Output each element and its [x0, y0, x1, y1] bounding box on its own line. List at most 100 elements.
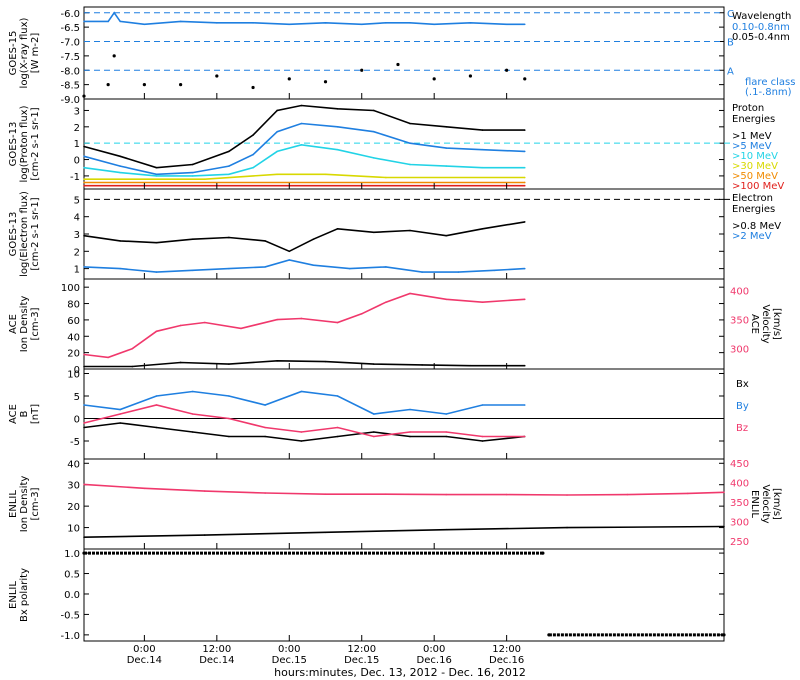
data-point	[409, 22, 411, 24]
y-tick-label: -0.5	[60, 610, 80, 621]
data-point	[203, 321, 206, 324]
data-point	[131, 365, 134, 368]
y-tick-label: 10	[67, 524, 80, 535]
panel-ace-mag: 10 5 0 -5 ACE B [nT] Bx By Bz	[8, 368, 749, 460]
legend-entry: >10 MeV	[732, 151, 778, 162]
data-point	[113, 11, 115, 14]
series-By	[83, 390, 526, 415]
series--100-MeV	[83, 184, 526, 187]
data-point	[373, 413, 375, 415]
series-line	[83, 104, 525, 169]
y-axis-label: [cm-3]	[30, 487, 41, 520]
x-tick-time: 0:00	[278, 644, 300, 655]
data-point	[324, 360, 327, 363]
data-point	[240, 327, 242, 330]
data-point	[336, 228, 339, 230]
data-point	[523, 176, 526, 179]
right-tick-label: 300	[730, 518, 749, 529]
y-tick-label: 0	[74, 365, 80, 376]
data-point	[373, 431, 375, 433]
data-point	[523, 435, 526, 438]
data-point	[324, 22, 327, 24]
data-point	[252, 153, 254, 156]
data-point	[445, 435, 448, 438]
data-point	[300, 104, 303, 107]
series-0-05-0-4nm	[82, 54, 527, 98]
y-tick-label: 3	[74, 106, 80, 117]
data-point	[385, 22, 387, 24]
y-tick-label: 0	[74, 156, 80, 167]
data-point	[83, 184, 85, 187]
data-point	[83, 234, 85, 237]
data-point	[264, 266, 266, 268]
data-point	[288, 259, 291, 261]
y-axis-label: GOES-13	[8, 212, 19, 257]
data-point	[300, 144, 303, 146]
x-axis-title: hours:minutes, Dec. 13, 2012 - Dec. 16, …	[274, 666, 526, 679]
legend: Bx By Bz	[736, 379, 749, 434]
data-point	[300, 440, 303, 442]
data-point	[457, 271, 460, 273]
legend-entry: >50 MeV	[732, 171, 778, 182]
data-point	[155, 166, 158, 169]
series-line	[83, 483, 725, 496]
legend-note: (.1-.8nm)	[745, 87, 792, 98]
series-line	[83, 404, 525, 438]
x-tick-date: Dec.14	[127, 655, 162, 666]
right-tick-label: 300	[730, 345, 749, 356]
data-point	[191, 238, 194, 240]
data-point	[409, 163, 411, 166]
data-point	[264, 404, 266, 406]
data-point	[566, 494, 568, 496]
data-point	[83, 266, 85, 268]
y-axis-label: [nT]	[30, 404, 41, 424]
y-tick-label: -8.5	[60, 81, 80, 92]
series-line	[83, 292, 525, 359]
data-point	[155, 173, 158, 176]
y-tick-label: 20	[67, 349, 80, 360]
data-point	[469, 22, 472, 24]
legend-entry: Bx	[736, 379, 749, 390]
data-point	[373, 157, 375, 159]
data-point	[324, 531, 327, 534]
data-point	[312, 238, 315, 240]
legend-entry: >30 MeV	[732, 161, 778, 172]
data-point	[119, 240, 122, 242]
right-tick-label: 350	[730, 498, 749, 509]
data-point	[191, 413, 194, 415]
data-point	[324, 493, 327, 496]
data-point	[445, 413, 448, 415]
y-axis-label: GOES-13	[8, 122, 19, 167]
data-point	[276, 318, 279, 321]
legend-entry: Bz	[736, 423, 748, 434]
data-point	[252, 166, 254, 169]
panel-enlil-polarity: 1.0 0.5 0.0 -0.5 -1.0 ENLIL Bx polarity	[8, 548, 726, 642]
data-point	[312, 264, 315, 266]
data-point	[385, 493, 387, 496]
legend-title: Energies	[732, 114, 775, 125]
data-point	[287, 77, 291, 81]
data-point	[228, 165, 230, 167]
data-point	[481, 129, 484, 131]
y-tick-label: 0.5	[64, 570, 80, 581]
data-point	[336, 108, 339, 110]
y-tick-label: 100	[61, 283, 80, 294]
flare-class-label: C	[727, 9, 734, 20]
y-tick-label: 0	[74, 415, 80, 426]
y-tick-label: 2	[74, 123, 80, 134]
legend-title: Energies	[732, 204, 775, 215]
data-point	[409, 435, 411, 438]
data-point	[523, 298, 526, 301]
legend-title: Electron	[732, 193, 773, 204]
series-Bx-polarity	[82, 551, 726, 637]
data-point	[469, 364, 472, 367]
panel-goes13-proton: 3 2 1 0 -1 GOES-13 log(Proton flux) [cm-2 s-1 s…	[8, 98, 784, 192]
data-point	[348, 267, 351, 270]
y-tick-label: -8.0	[60, 66, 80, 77]
x-tick-time: 12:00	[492, 644, 521, 655]
data-point	[481, 435, 484, 438]
data-point	[626, 493, 629, 496]
series-line	[83, 259, 525, 273]
